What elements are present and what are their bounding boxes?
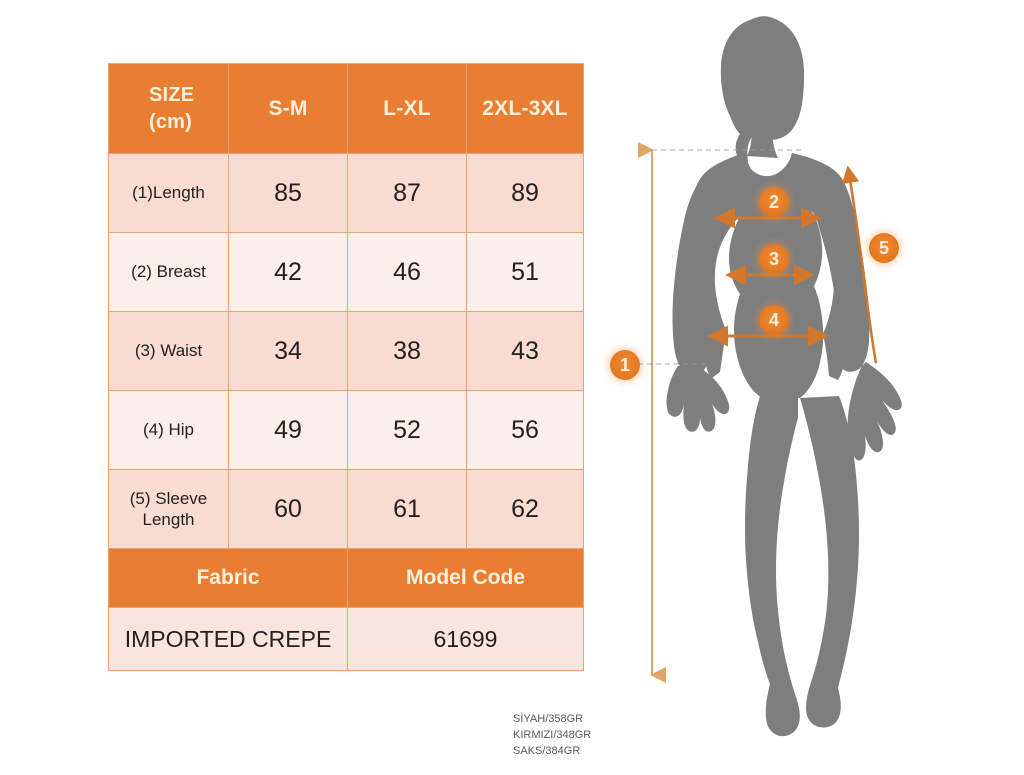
measure-badge-1: 1 xyxy=(610,350,640,380)
footnote-line-kirmizi: KIRMIZI/348GR xyxy=(513,728,592,741)
row-label-length: (1)Length xyxy=(108,153,229,233)
model-code-header: Model Code xyxy=(347,548,584,608)
cell-breast-xxl: 51 xyxy=(466,232,584,312)
cell-breast-sm: 42 xyxy=(228,232,348,312)
cell-waist-sm: 34 xyxy=(228,311,348,391)
row-label-hip: (4) Hip xyxy=(108,390,229,470)
size-chart-table: SIZE (cm) S-M L-XL 2XL-3XL (1)Length 85 … xyxy=(108,63,584,671)
row-label-waist: (3) Waist xyxy=(108,311,229,391)
cell-waist-lxl: 38 xyxy=(347,311,467,391)
silhouette-body xyxy=(666,16,902,737)
footnote-line-saks: SAKS/384GR xyxy=(513,744,581,757)
cell-breast-lxl: 46 xyxy=(347,232,467,312)
cell-sleeve-xxl: 62 xyxy=(466,469,584,549)
cell-sleeve-sm: 60 xyxy=(228,469,348,549)
cell-hip-sm: 49 xyxy=(228,390,348,470)
measurement-diagram: 1 2 3 4 5 xyxy=(600,0,1024,775)
fabric-value: IMPORTED CREPE xyxy=(108,607,348,671)
table-row: (3) Waist 34 38 43 xyxy=(108,311,584,391)
table-header-row: SIZE (cm) S-M L-XL 2XL-3XL xyxy=(108,63,584,154)
table-footer-header-row: Fabric Model Code xyxy=(108,548,584,608)
cell-sleeve-lxl: 61 xyxy=(347,469,467,549)
measure-guides-length xyxy=(638,149,805,365)
table-row: (1)Length 85 87 89 xyxy=(108,153,584,233)
table-row: (4) Hip 49 52 56 xyxy=(108,390,584,470)
column-header-s-m: S-M xyxy=(228,63,348,154)
measure-badge-3: 3 xyxy=(759,244,789,274)
cell-hip-xxl: 56 xyxy=(466,390,584,470)
table-row: (2) Breast 42 46 51 xyxy=(108,232,584,312)
model-code-value: 61699 xyxy=(347,607,584,671)
row-label-breast: (2) Breast xyxy=(108,232,229,312)
row-label-sleeve-length: (5) Sleeve Length xyxy=(108,469,229,549)
column-header-l-xl: L-XL xyxy=(347,63,467,154)
cell-hip-lxl: 52 xyxy=(347,390,467,470)
measure-badge-5: 5 xyxy=(869,233,899,263)
measure-badge-4: 4 xyxy=(759,305,789,335)
column-header-size: SIZE (cm) xyxy=(108,63,229,154)
table-footer-value-row: IMPORTED CREPE 61699 xyxy=(108,607,584,671)
header-size-label: SIZE xyxy=(149,83,195,106)
female-silhouette-svg xyxy=(638,16,902,737)
measure-arrow-sleeve xyxy=(841,165,878,364)
fabric-weight-footnote: SİYAH/358GR KIRMIZI/348GR SAKS/384GR xyxy=(513,712,591,760)
cell-length-lxl: 87 xyxy=(347,153,467,233)
fabric-header: Fabric xyxy=(108,548,348,608)
measure-badge-2: 2 xyxy=(759,187,789,217)
footnote-line-siyah: SİYAH/358GR xyxy=(513,713,584,725)
cell-length-sm: 85 xyxy=(228,153,348,233)
cell-waist-xxl: 43 xyxy=(466,311,584,391)
cell-length-xxl: 89 xyxy=(466,153,584,233)
header-unit-label: (cm) xyxy=(149,110,193,133)
column-header-2xl-3xl: 2XL-3XL xyxy=(466,63,584,154)
table-row: (5) Sleeve Length 60 61 62 xyxy=(108,469,584,549)
